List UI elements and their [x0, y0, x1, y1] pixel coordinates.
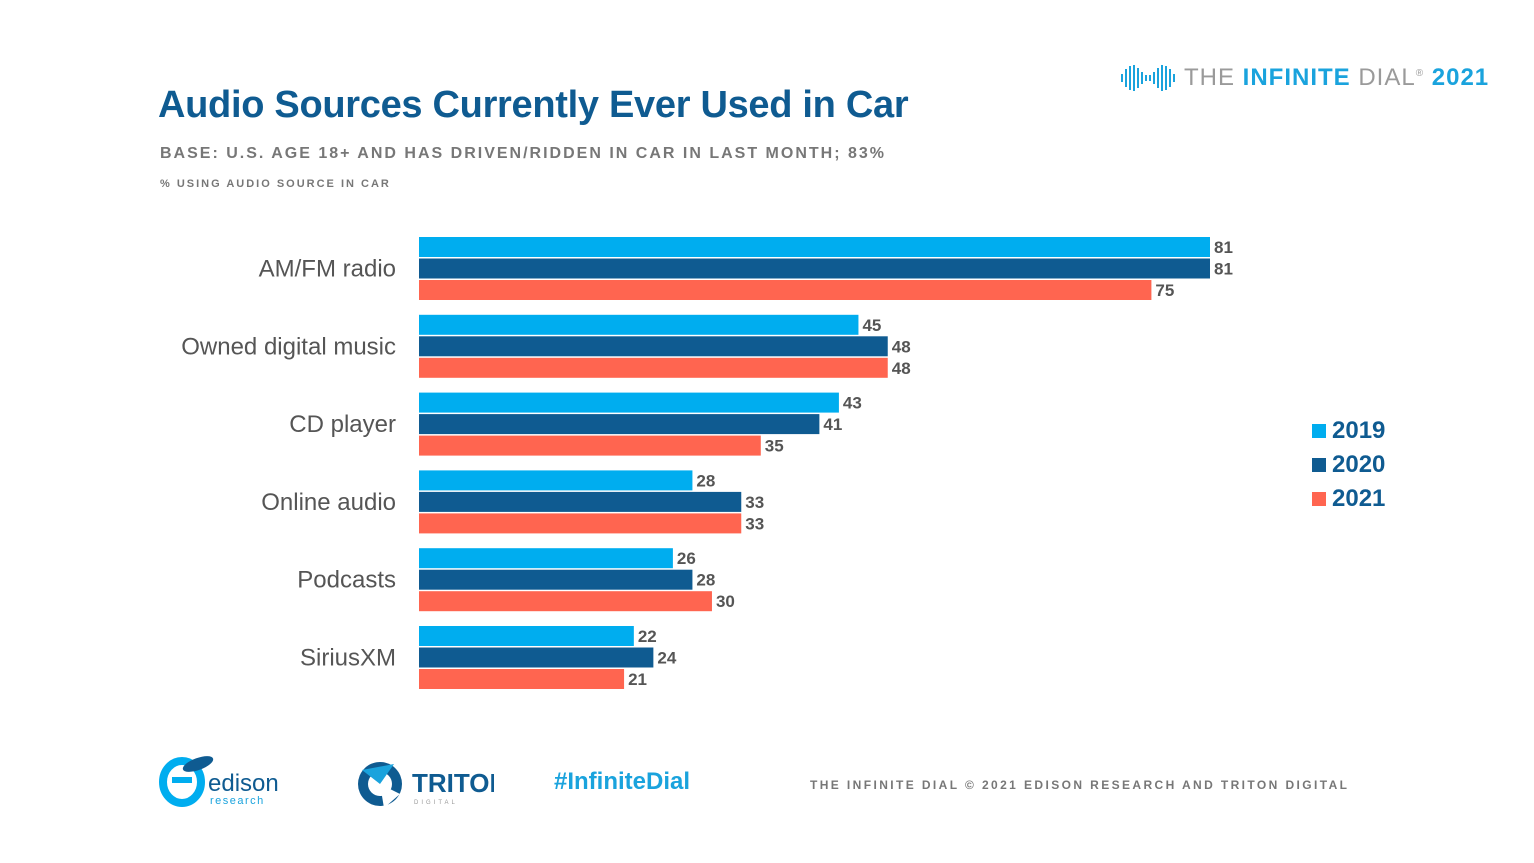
category-label: Online audio [261, 489, 396, 516]
legend-swatch [1312, 458, 1326, 472]
bar-value-label: 43 [843, 394, 862, 413]
brand-year: 2021 [1431, 64, 1490, 91]
brand-part1: THE [1184, 64, 1243, 91]
category-label: Owned digital music [181, 333, 396, 360]
bar-2021 [419, 280, 1152, 300]
bar-2020 [419, 414, 820, 435]
bar-value-label: 75 [1155, 281, 1174, 300]
bar-value-label: 81 [1214, 238, 1233, 257]
brand-mark: ® [1415, 68, 1425, 79]
hashtag: #InfiniteDial [554, 768, 691, 795]
infinite-dial-wordmark: THE INFINITE DIAL® 2021 [1184, 64, 1489, 92]
brand-part2: INFINITE [1242, 64, 1351, 91]
edison-research-logo: edison research [159, 756, 279, 807]
bar-2020 [419, 491, 742, 512]
bar-2021 [419, 357, 888, 378]
bar-2019 [419, 548, 673, 569]
bar-value-label: 33 [745, 514, 764, 533]
category-label: CD player [289, 411, 396, 438]
triton-digital-logo: TRITON DIGITAL [358, 762, 494, 808]
edison-sub: research [210, 795, 265, 807]
category-label: AM/FM radio [259, 256, 396, 283]
bar-2019 [419, 626, 634, 646]
chart-subtitle: BASE: U.S. AGE 18+ AND HAS DRIVEN/RIDDEN… [160, 145, 886, 162]
bar-2019 [419, 314, 859, 335]
chart-title: Audio Sources Currently Ever Used in Car [158, 84, 909, 126]
legend-label: 2021 [1332, 485, 1386, 512]
legend-label: 2020 [1332, 451, 1386, 478]
bar-value-label: 81 [1214, 260, 1233, 279]
triton-main: TRITON [412, 768, 494, 798]
bar-value-label: 26 [677, 549, 696, 568]
bar-value-label: 41 [823, 415, 842, 434]
edison-main: edison [208, 770, 279, 797]
legend-swatch [1312, 424, 1326, 438]
bar-value-label: 22 [638, 627, 657, 646]
bar-value-label: 48 [892, 359, 911, 378]
category-label: Podcasts [297, 567, 396, 594]
unit-note: % USING AUDIO SOURCE IN CAR [160, 178, 391, 190]
legend-swatch [1312, 492, 1326, 506]
bar-2021 [419, 591, 712, 612]
bar-2019 [419, 237, 1210, 257]
bar-2021 [419, 513, 742, 534]
copyright-note: THE INFINITE DIAL © 2021 EDISON RESEARCH… [810, 778, 1350, 792]
legend-item-2020: 2020 [1312, 448, 1385, 482]
bar-value-label: 45 [862, 316, 881, 335]
bar-2020 [419, 258, 1210, 279]
bar-2021 [419, 435, 761, 456]
bar-value-label: 24 [657, 649, 676, 668]
bar-2021 [419, 669, 625, 689]
bar-value-label: 35 [765, 437, 784, 456]
bar-value-label: 21 [628, 670, 647, 689]
bar-value-label: 48 [892, 337, 911, 356]
bar-value-label: 28 [696, 471, 715, 490]
bar-2020 [419, 569, 693, 590]
legend-label: 2019 [1332, 417, 1386, 444]
category-label: SiriusXM [300, 645, 396, 672]
brand-part3: DIAL [1350, 64, 1416, 91]
legend-item-2021: 2021 [1312, 482, 1385, 516]
chart-legend: 2019 2020 2021 [1312, 414, 1385, 516]
bar-value-label: 28 [696, 571, 715, 590]
bar-2019 [419, 392, 839, 413]
bar-2020 [419, 336, 888, 357]
triton-sub: DIGITAL [414, 800, 458, 806]
infinite-dial-logo-icon [1121, 65, 1175, 91]
bar-2019 [419, 470, 693, 491]
bar-2020 [419, 647, 654, 668]
bar-value-label: 30 [716, 592, 735, 611]
bar-value-label: 33 [745, 493, 764, 512]
legend-item-2019: 2019 [1312, 414, 1385, 448]
infinite-dial-brand: THE INFINITE DIAL® 2021 [1118, 60, 1489, 96]
